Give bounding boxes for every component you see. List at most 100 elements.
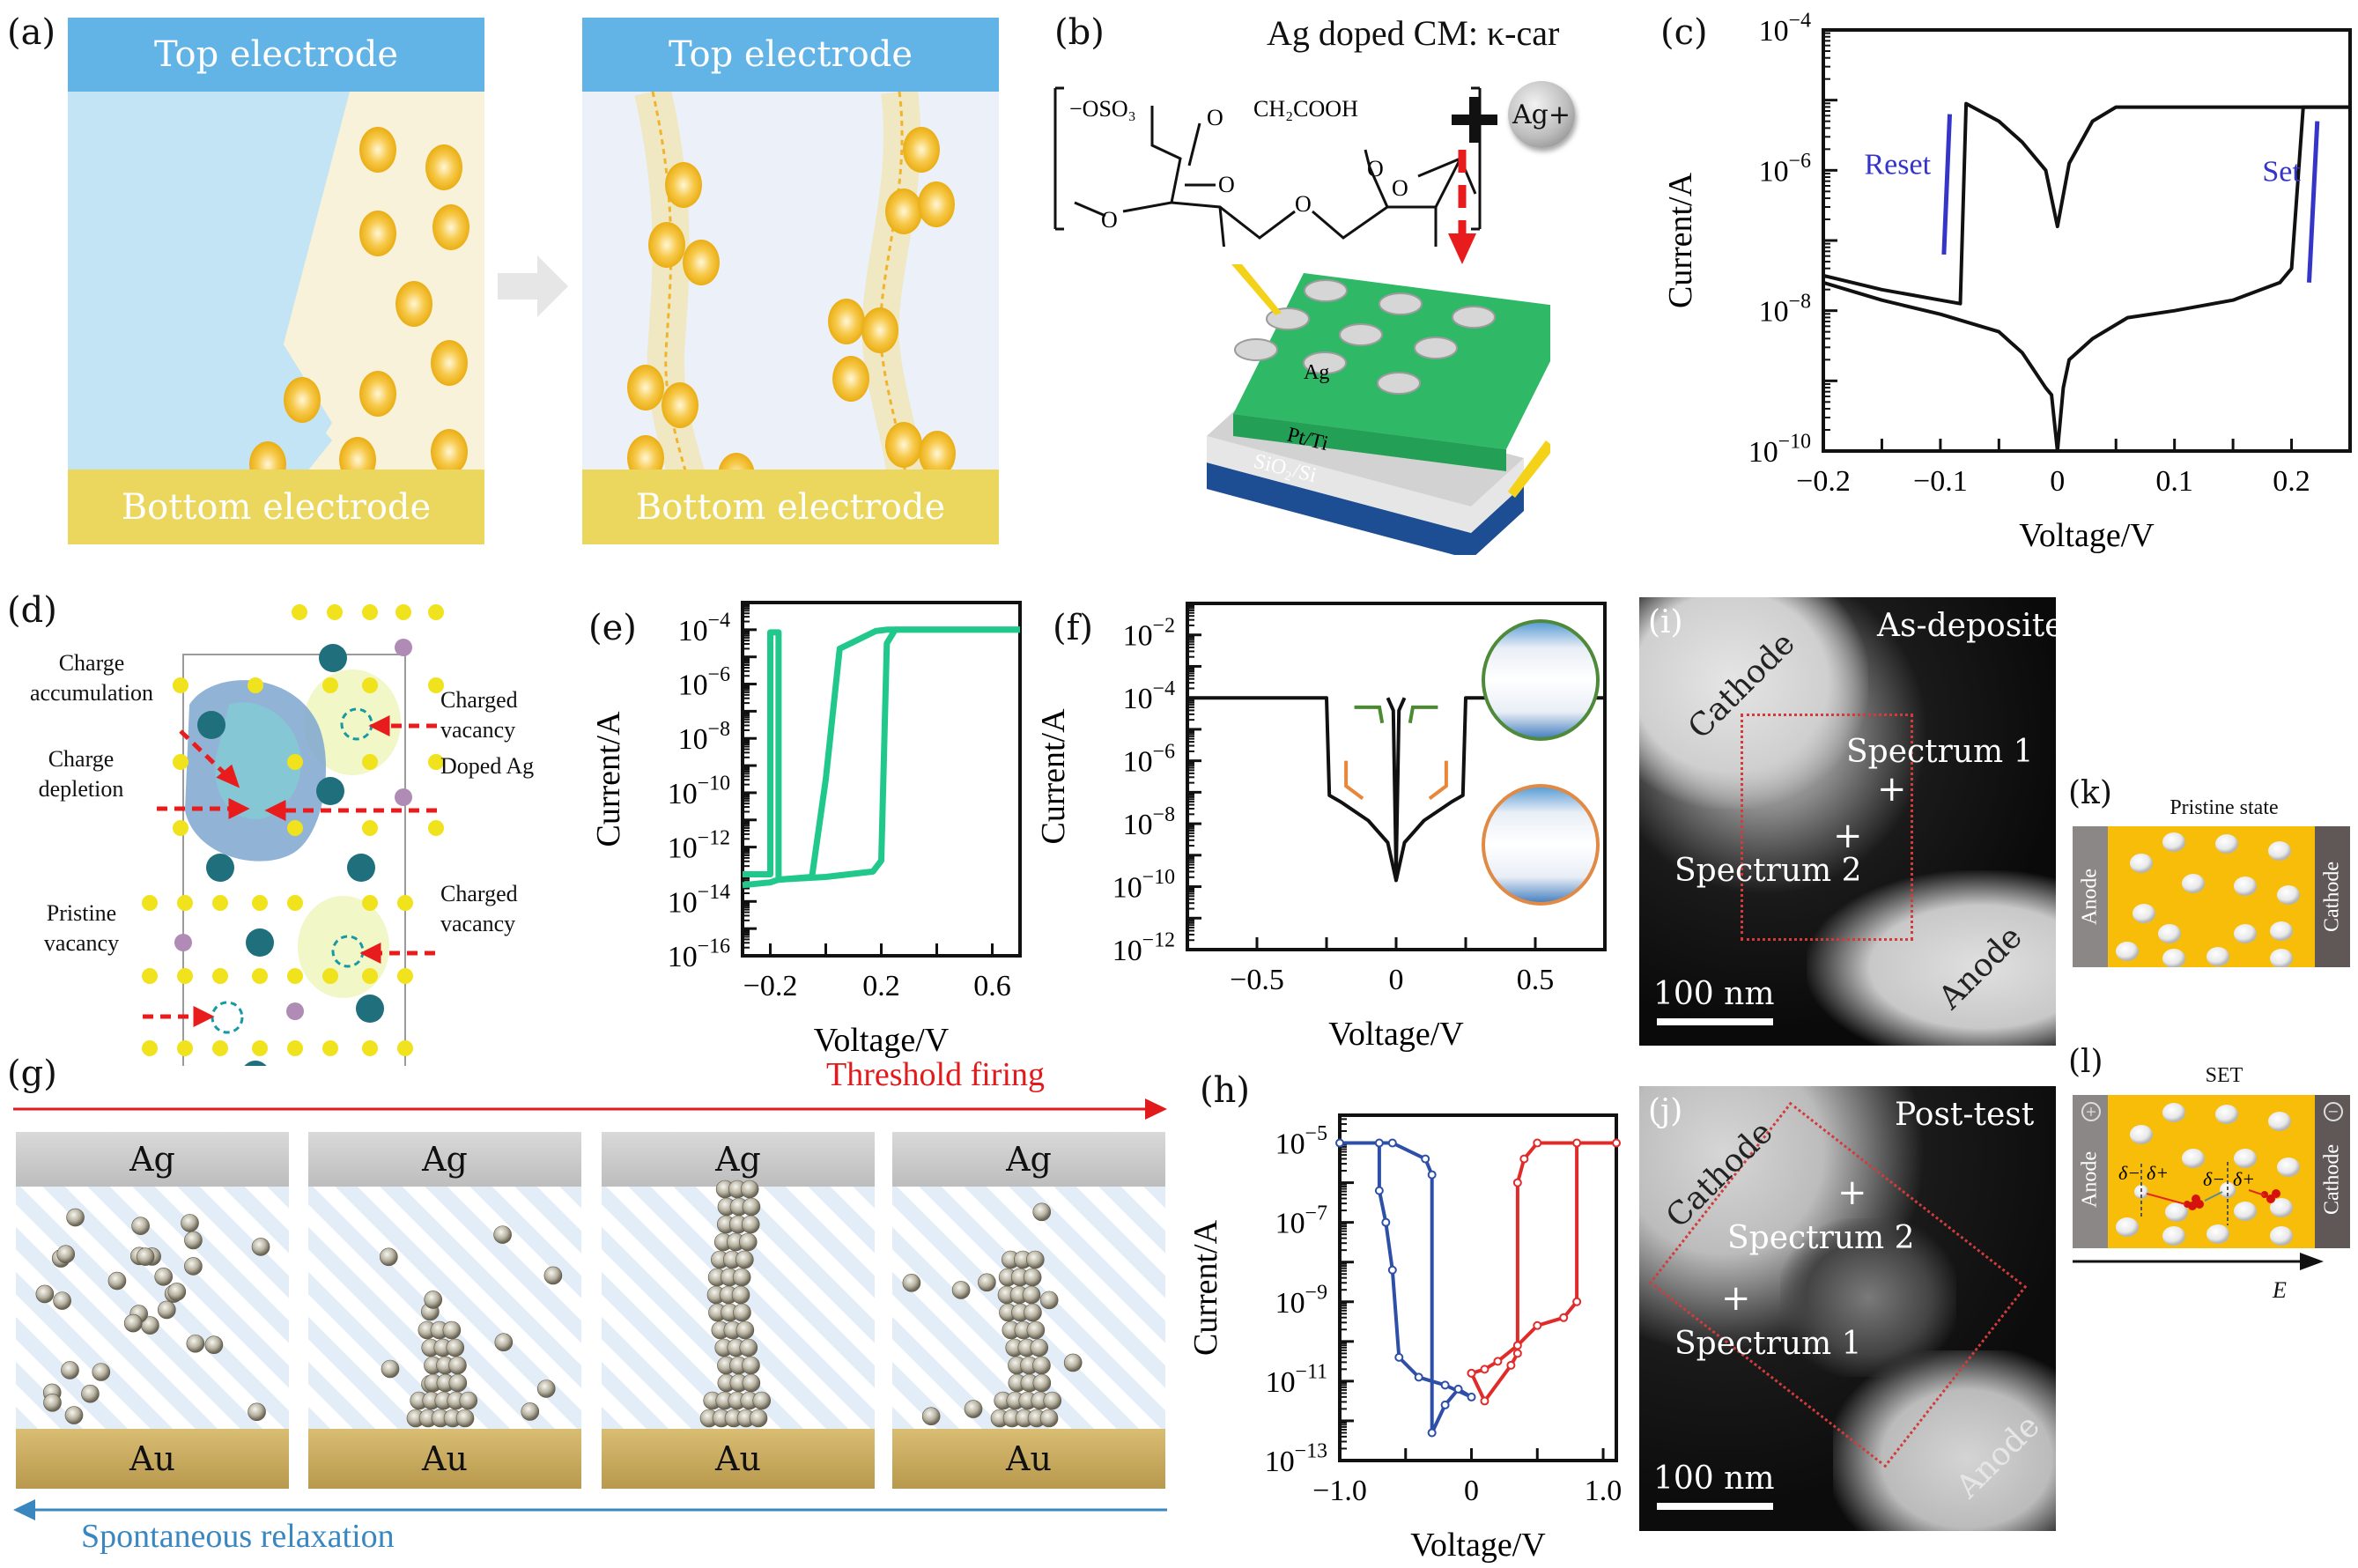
set-title: SET [2205, 1064, 2243, 1087]
au-electrode: Au [16, 1429, 289, 1489]
particle [885, 189, 922, 234]
particle [431, 429, 468, 475]
annotation-pristine-vacancy: Pristine vacancy [43, 900, 120, 956]
spectrum-1-marker: + [1877, 769, 1907, 810]
particle [683, 240, 720, 285]
ag-electrode: Ag [16, 1132, 289, 1187]
y-axis-label: Current/A [1035, 708, 1072, 845]
ag-atom [136, 1247, 155, 1266]
particle [284, 377, 321, 423]
panel-b-title: Ag doped CM: κ-car [1267, 13, 1560, 53]
panel-label-h: (h) [1200, 1070, 1250, 1111]
panel-a-after: Top electrode Bottom electrode [582, 18, 999, 544]
data-point [1512, 1341, 1522, 1350]
particle [861, 307, 898, 353]
y-tick-label: 10−5 [1275, 1122, 1327, 1160]
x-axis-label: Voltage/V [1410, 1527, 1546, 1564]
x-tick-label: −0.2 [1796, 465, 1851, 498]
ag-cluster-icon [2184, 1189, 2280, 1210]
particle [832, 356, 869, 402]
ag-atoms-layer [35, 1180, 1083, 1428]
bracket-left [1053, 86, 1064, 231]
ag-atom [442, 1320, 462, 1340]
x-axis-label: Voltage/V [814, 1022, 950, 1059]
y-tick-label: 10−8 [1123, 803, 1175, 841]
spectrum-2-label: Spectrum 2 [1674, 853, 1862, 889]
x-tick-label: 0.5 [1517, 964, 1555, 996]
ag-atom [742, 1197, 761, 1217]
ring-bonds [1074, 106, 1477, 247]
set-arrow-icon [1428, 760, 1448, 801]
ag-atom [56, 1245, 76, 1264]
anode-region [1833, 1350, 2056, 1531]
x-axis-label: Voltage/V [1328, 1016, 1464, 1053]
y-tick-label: 10−10 [1112, 866, 1175, 904]
reset-arrow-icon [1941, 114, 1953, 255]
field-arrow-icon [2073, 1253, 2324, 1270]
filament-connected-inset [1482, 784, 1600, 906]
ag-atom [494, 1333, 514, 1351]
data-point [1512, 1349, 1522, 1358]
ag-atom [248, 1402, 266, 1422]
pristine-state-diagram: Anode Cathode [2073, 826, 2350, 967]
relaxation-arrow-icon [13, 1499, 1167, 1520]
x-tick-label: 0.6 [973, 970, 1011, 1002]
ag-atom [521, 1402, 540, 1421]
bracket-right [1471, 86, 1482, 231]
ag-electrode: Ag [892, 1132, 1165, 1187]
series-cycles-return [742, 626, 1020, 889]
substrate-layer [1207, 462, 1524, 555]
p-atoms [174, 639, 412, 1020]
data-point [1533, 1320, 1542, 1330]
data-point [1427, 1170, 1437, 1180]
scale-bar-label: 100 nm [1653, 976, 1775, 1012]
au-electrode: Au [602, 1429, 875, 1489]
ag-atom [733, 1303, 751, 1322]
data-point [1572, 1297, 1582, 1306]
ag-atom [184, 1257, 203, 1276]
set-arrow-icon [1344, 760, 1364, 801]
data-point [1374, 1138, 1384, 1148]
panel-label-g: (g) [7, 1054, 57, 1094]
au-electrode: Au [308, 1429, 581, 1489]
ag-atom [1024, 1303, 1042, 1322]
annotation-arrows [143, 714, 437, 1028]
y-tick-label: 10−14 [668, 881, 730, 919]
ag-atom [1032, 1202, 1052, 1222]
ag-atom [154, 1267, 174, 1286]
pristine-state-title: Pristine state [2170, 796, 2279, 819]
data-point [1387, 1265, 1397, 1275]
ag-atom [1043, 1391, 1062, 1410]
data-point [1467, 1368, 1476, 1378]
process-arrow-icon [498, 255, 568, 317]
ag-atom [1063, 1353, 1083, 1372]
data-point [1572, 1138, 1582, 1148]
data-point [1493, 1357, 1503, 1366]
reset-arrow-icon [1408, 705, 1438, 724]
ag-electrode: Ag [308, 1132, 581, 1187]
charge-label: δ+ [2147, 1162, 2169, 1184]
g-frame-1: Ag Au [16, 1132, 289, 1489]
particle [662, 382, 699, 428]
spectrum-1-label: Spectrum 1 [1846, 734, 2034, 770]
ag-atom [1022, 1285, 1041, 1305]
ag-atom [1032, 1356, 1051, 1375]
charge-label: δ+ [2233, 1168, 2255, 1190]
top-electrode: Top electrode [582, 18, 999, 92]
particle [627, 365, 664, 410]
cathode-bar: − Cathode [2315, 1095, 2350, 1248]
data-point [1612, 1138, 1621, 1148]
dft-structure [142, 604, 444, 1066]
bottom-electrode: Bottom electrode [582, 470, 999, 544]
cathode-region [1639, 597, 1868, 809]
ag-atom [1026, 1250, 1045, 1269]
spectrum-1-marker: + [1721, 1278, 1751, 1319]
particle [648, 222, 685, 268]
filament-path [651, 91, 707, 538]
label-o: O [1218, 172, 1235, 197]
ag-atom [455, 1409, 475, 1428]
panel-label-a: (a) [7, 12, 56, 53]
panel-label-j: (j) [1648, 1093, 1683, 1129]
y-tick-label: 10−4 [1759, 10, 1811, 48]
y-tick-label: 10−9 [1275, 1281, 1327, 1319]
